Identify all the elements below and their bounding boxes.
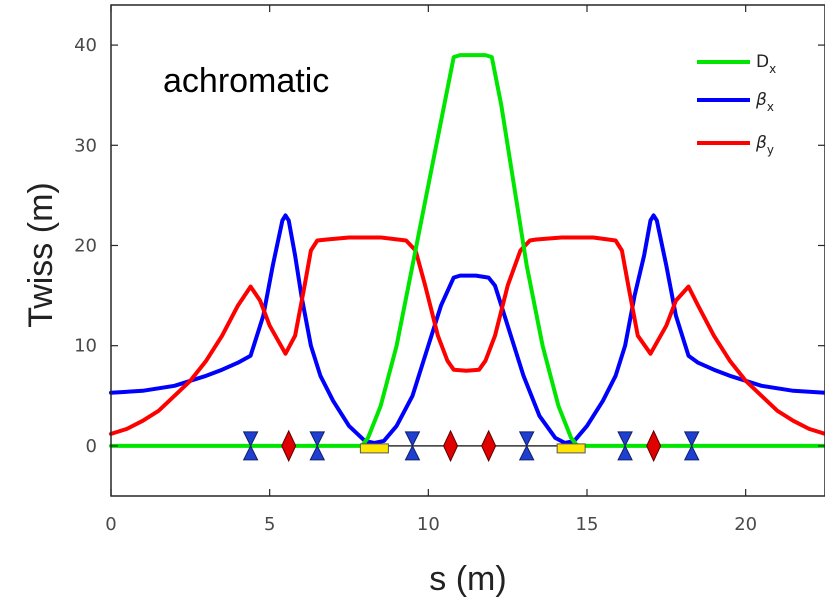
x-tick-label: 20 bbox=[734, 514, 757, 535]
dipole-marker bbox=[359, 443, 389, 454]
axes-frame bbox=[110, 4, 825, 497]
x-tick-label: 10 bbox=[417, 514, 440, 535]
plot-layer bbox=[109, 53, 825, 463]
dipole-marker bbox=[556, 443, 586, 454]
x-axis-label: s (m) bbox=[429, 560, 506, 598]
legend-label: Dx bbox=[756, 52, 776, 76]
series-line-β-x bbox=[109, 213, 825, 445]
y-tick-label: 40 bbox=[74, 35, 97, 56]
series-line-d-x bbox=[109, 53, 825, 448]
chart-annotation: achromatic bbox=[163, 62, 329, 100]
series-line-β-y bbox=[109, 235, 825, 436]
defocusing-quad-marker bbox=[404, 431, 421, 461]
y-tick-label: 20 bbox=[74, 235, 97, 256]
defocusing-quad-marker bbox=[617, 431, 633, 461]
focusing-quad-marker bbox=[481, 429, 497, 463]
defocusing-quad-marker bbox=[683, 431, 700, 461]
defocusing-quad-marker bbox=[242, 431, 259, 461]
focusing-quad-marker bbox=[281, 429, 297, 463]
x-tick-label: 15 bbox=[576, 514, 599, 535]
x-axis-ticks: 0 5 10 15 20 bbox=[105, 5, 757, 535]
y-axis-label: Twiss (m) bbox=[22, 182, 60, 327]
y-tick-label: 10 bbox=[74, 336, 97, 357]
y-tick-label: 0 bbox=[86, 436, 97, 457]
legend-label: βy bbox=[755, 133, 774, 157]
focusing-quad-marker bbox=[442, 429, 459, 463]
focusing-quad-marker bbox=[646, 429, 662, 463]
legend-label: βx bbox=[755, 90, 774, 114]
y-tick-label: 30 bbox=[74, 135, 97, 156]
x-tick-label: 0 bbox=[105, 514, 116, 535]
defocusing-quad-marker bbox=[309, 431, 326, 461]
legend: Dx βx βy bbox=[697, 52, 776, 157]
defocusing-quad-marker bbox=[518, 431, 535, 461]
y-axis-ticks: 0 10 20 30 40 bbox=[74, 35, 825, 457]
x-tick-label: 5 bbox=[264, 514, 275, 535]
